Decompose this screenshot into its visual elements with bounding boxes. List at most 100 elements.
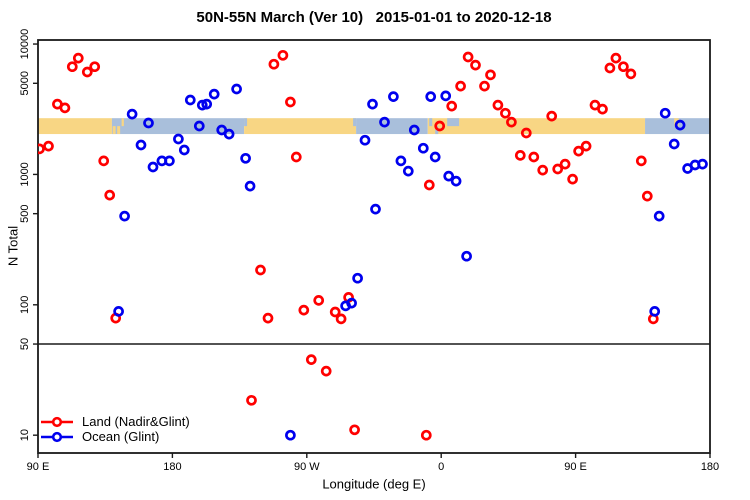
x-tick-label: 180	[163, 461, 181, 473]
ocean-strip-speckle	[429, 118, 433, 127]
ocean-point	[395, 155, 407, 167]
y-tick-label: 100	[19, 296, 31, 314]
y-axis: 10000 5000 1000 500 100 50 10	[19, 29, 38, 441]
series-land	[38, 49, 659, 441]
land-point	[262, 312, 274, 324]
ocean-legend-symbol	[41, 431, 73, 442]
land-point	[479, 80, 490, 92]
x-tick-label: 90 E	[564, 461, 587, 473]
ocean-point	[388, 91, 399, 102]
x-tick-label: 0	[438, 461, 444, 473]
land-strip-speckle	[117, 126, 121, 135]
land-strip-segment	[427, 118, 646, 135]
ocean-point	[379, 116, 390, 128]
legend-label-land: Land (Nadir&Glint)	[82, 414, 190, 429]
land-point	[625, 68, 637, 80]
ocean-point	[231, 83, 242, 95]
land-ocean-strip	[38, 118, 710, 135]
land-point	[635, 155, 647, 167]
land-point	[618, 61, 629, 73]
land-point	[520, 127, 532, 139]
land-point	[420, 429, 432, 441]
land-point	[552, 163, 564, 175]
land-point	[298, 304, 310, 316]
y-axis-label: N Total	[5, 225, 21, 267]
ocean-point	[135, 139, 147, 151]
ocean-point	[461, 250, 472, 262]
ocean-point	[697, 158, 708, 170]
ocean-point	[119, 210, 130, 222]
x-tick-label: 180	[701, 461, 719, 473]
land-point	[506, 116, 517, 128]
ocean-point	[193, 120, 205, 132]
land-point	[285, 96, 296, 108]
y-tick-label: 500	[19, 204, 31, 222]
land-point	[290, 151, 302, 163]
land-strip-segment	[244, 118, 357, 135]
land-point	[604, 62, 616, 74]
chart-title: 50N-55N March (Ver 10) 2015-01-01 to 202…	[196, 9, 552, 26]
y-tick-label: 10	[19, 429, 31, 441]
land-point	[313, 295, 325, 306]
land-point	[66, 61, 78, 73]
land-point	[492, 99, 504, 111]
ocean-point	[649, 306, 661, 317]
land-point	[43, 140, 54, 152]
land-legend-symbol	[41, 416, 73, 427]
ocean-point	[126, 108, 138, 120]
land-point	[320, 365, 332, 377]
land-point	[305, 354, 317, 365]
x-tick-label: 90 W	[294, 461, 320, 473]
ocean-strip-speckle	[353, 118, 357, 127]
ocean-point	[402, 165, 414, 177]
y-tick-label: 1000	[19, 162, 31, 186]
y-tick-label: 5000	[19, 71, 31, 95]
land-point	[98, 155, 110, 167]
land-point	[72, 52, 84, 64]
y-tick-label: 50	[19, 338, 31, 350]
land-point	[38, 143, 45, 155]
ocean-point	[184, 94, 196, 106]
legend-item-ocean: Ocean (Glint)	[40, 429, 190, 444]
land-point	[500, 107, 511, 119]
ocean-point	[346, 297, 357, 309]
ocean-point	[659, 107, 671, 119]
land-point	[268, 58, 280, 70]
land-strip-segment	[38, 118, 112, 135]
ocean-point	[201, 98, 213, 110]
ocean-point	[223, 128, 235, 140]
ocean-point	[668, 138, 680, 150]
ocean-point	[440, 90, 452, 102]
ocean-strip-speckle	[244, 118, 248, 127]
land-point	[641, 190, 653, 202]
ocean-point	[425, 91, 437, 102]
ocean-point	[164, 155, 175, 167]
ocean-point	[367, 98, 378, 110]
land-point	[89, 61, 101, 73]
land-point	[514, 150, 526, 161]
land-point	[470, 59, 481, 71]
x-tick-label: 90 E	[27, 461, 50, 473]
land-point	[434, 120, 446, 132]
land-point	[81, 66, 93, 78]
ocean-point	[178, 144, 190, 156]
legend: Land (Nadir&Glint) Ocean (Glint)	[40, 414, 190, 444]
land-point	[546, 110, 558, 122]
ocean-point	[240, 152, 251, 164]
ocean-point	[359, 134, 371, 146]
land-point	[246, 394, 257, 406]
land-point	[104, 189, 116, 201]
land-point	[528, 151, 540, 163]
plot-frame	[37, 39, 711, 454]
ocean-point	[113, 306, 124, 317]
ocean-point	[147, 161, 159, 173]
land-strip-speckle	[112, 126, 116, 135]
land-point	[567, 173, 578, 185]
land-point	[455, 80, 466, 92]
land-point	[462, 51, 474, 63]
ocean-point	[408, 124, 420, 136]
ocean-point	[370, 203, 381, 215]
land-point	[329, 306, 341, 318]
x-axis: 90 E 180 90 W 0 90 E 180	[27, 453, 719, 473]
